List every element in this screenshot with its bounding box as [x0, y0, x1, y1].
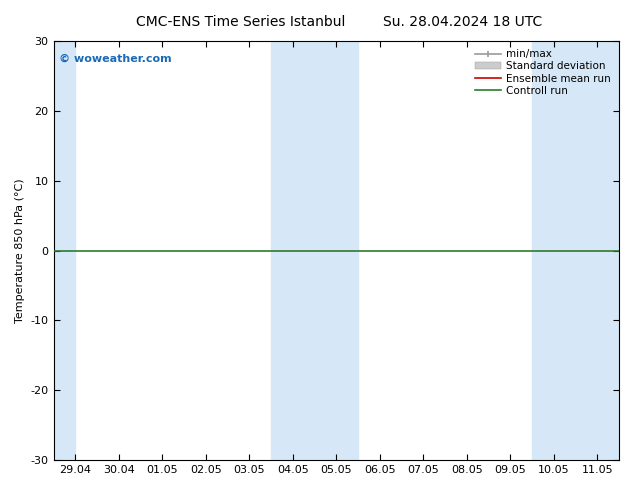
Bar [532, 41, 576, 460]
Bar [53, 41, 75, 460]
Bar [271, 41, 314, 460]
Text: Su. 28.04.2024 18 UTC: Su. 28.04.2024 18 UTC [383, 15, 543, 29]
Y-axis label: Temperature 850 hPa (°C): Temperature 850 hPa (°C) [15, 178, 25, 323]
Bar [314, 41, 358, 460]
Text: CMC-ENS Time Series Istanbul: CMC-ENS Time Series Istanbul [136, 15, 346, 29]
Bar [576, 41, 619, 460]
Text: © woweather.com: © woweather.com [59, 53, 172, 64]
Legend: min/max, Standard deviation, Ensemble mean run, Controll run: min/max, Standard deviation, Ensemble me… [472, 46, 614, 99]
